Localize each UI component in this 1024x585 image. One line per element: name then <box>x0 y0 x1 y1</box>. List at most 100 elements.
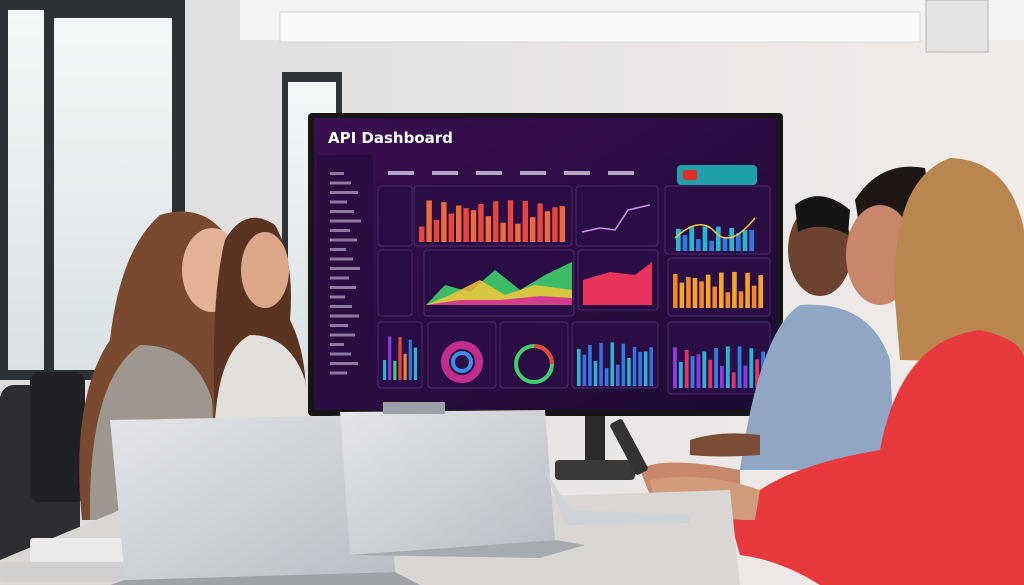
sidebar-item <box>330 191 358 194</box>
chart-bar <box>507 200 514 242</box>
chart-bar <box>419 226 425 242</box>
chart-bar <box>638 351 642 386</box>
sidebar-item <box>330 172 344 175</box>
chart-bar <box>679 282 685 308</box>
chart-bar <box>610 342 614 386</box>
sidebar-item <box>330 314 359 318</box>
chart-bar <box>582 354 587 386</box>
chart-bar <box>678 361 683 388</box>
chart-bar <box>621 343 626 386</box>
chart-bar <box>720 366 724 388</box>
chart-bar <box>515 223 521 242</box>
chart-bar <box>712 286 717 308</box>
dashboard-panels <box>330 165 771 395</box>
tab <box>432 171 458 175</box>
chart-bar <box>588 345 592 386</box>
laptop <box>545 470 690 525</box>
sidebar-item <box>330 362 358 365</box>
chart-bar <box>413 347 417 380</box>
chart-bar <box>758 275 763 308</box>
chart-bar <box>478 203 484 242</box>
chart-bar <box>742 230 748 251</box>
sidebar-item <box>330 219 361 223</box>
button-icon <box>683 170 697 180</box>
dashboard-title: API Dashboard <box>328 129 453 147</box>
area <box>583 262 652 305</box>
laptop <box>340 410 585 558</box>
sidebar-item <box>330 181 351 185</box>
chart-bar <box>749 348 754 388</box>
chart-bar <box>593 361 598 386</box>
tab <box>476 171 502 175</box>
chart-bar <box>708 359 713 388</box>
chart-bar <box>627 357 631 386</box>
panel <box>575 185 659 247</box>
chart-bar <box>725 346 730 388</box>
sidebar-item <box>330 229 350 232</box>
monitor-stand <box>585 410 605 468</box>
chart-bar <box>441 202 447 242</box>
chart-bar <box>731 372 736 388</box>
chart-bar <box>673 347 677 388</box>
chart-bar <box>722 236 728 251</box>
chart-bar <box>689 227 694 251</box>
chart-bar <box>493 201 499 242</box>
sidebar-item <box>330 333 355 337</box>
chart-bar <box>737 346 742 388</box>
sidebar-item <box>330 238 357 242</box>
chart-bar <box>383 360 387 380</box>
chart-bar <box>632 346 637 386</box>
chart-bar <box>755 359 760 388</box>
chart-bar <box>649 347 653 386</box>
chart-bar <box>616 364 620 386</box>
chart-bar <box>709 240 714 251</box>
air-vent <box>925 0 989 53</box>
chart-bar <box>738 291 744 308</box>
laptop <box>383 402 445 414</box>
chart-bar <box>393 360 397 380</box>
chart-bar <box>692 278 698 308</box>
ceiling-duct <box>279 11 921 43</box>
chart-bar <box>732 271 737 308</box>
chart-bar <box>684 350 689 388</box>
sidebar-item <box>330 352 351 356</box>
chart-line <box>674 217 756 239</box>
chart-bar <box>522 200 528 242</box>
panel <box>499 321 569 389</box>
chart-bar <box>537 203 543 242</box>
sidebar-item <box>330 267 360 270</box>
chart-bar <box>500 222 506 242</box>
chart-bar <box>426 200 432 242</box>
sidebar-item <box>330 286 356 289</box>
panel <box>667 321 771 395</box>
chart-bar <box>729 227 734 251</box>
chart-line <box>581 204 651 233</box>
chart-bar <box>408 339 412 380</box>
button <box>677 165 757 185</box>
chart-bar <box>745 272 750 308</box>
chart-bar <box>716 226 721 251</box>
notebook <box>30 538 150 562</box>
chart-bar <box>702 226 708 251</box>
chart-bar <box>682 235 688 251</box>
chart-bar <box>690 356 695 388</box>
chart-bar <box>696 239 701 251</box>
phone <box>610 419 648 475</box>
donut <box>533 344 554 365</box>
chart-bar <box>719 272 724 308</box>
chart-bar <box>530 217 536 242</box>
person <box>690 196 895 470</box>
person <box>213 217 310 420</box>
chart-bar <box>433 219 440 242</box>
chair <box>30 372 85 502</box>
sidebar-item <box>330 324 348 327</box>
chart-bar <box>736 233 741 251</box>
area <box>426 296 572 305</box>
chart-bar <box>751 285 757 308</box>
chart-bar <box>398 337 402 380</box>
notebook <box>0 562 150 582</box>
chart-bar <box>403 353 407 380</box>
chart-bar <box>702 351 707 388</box>
